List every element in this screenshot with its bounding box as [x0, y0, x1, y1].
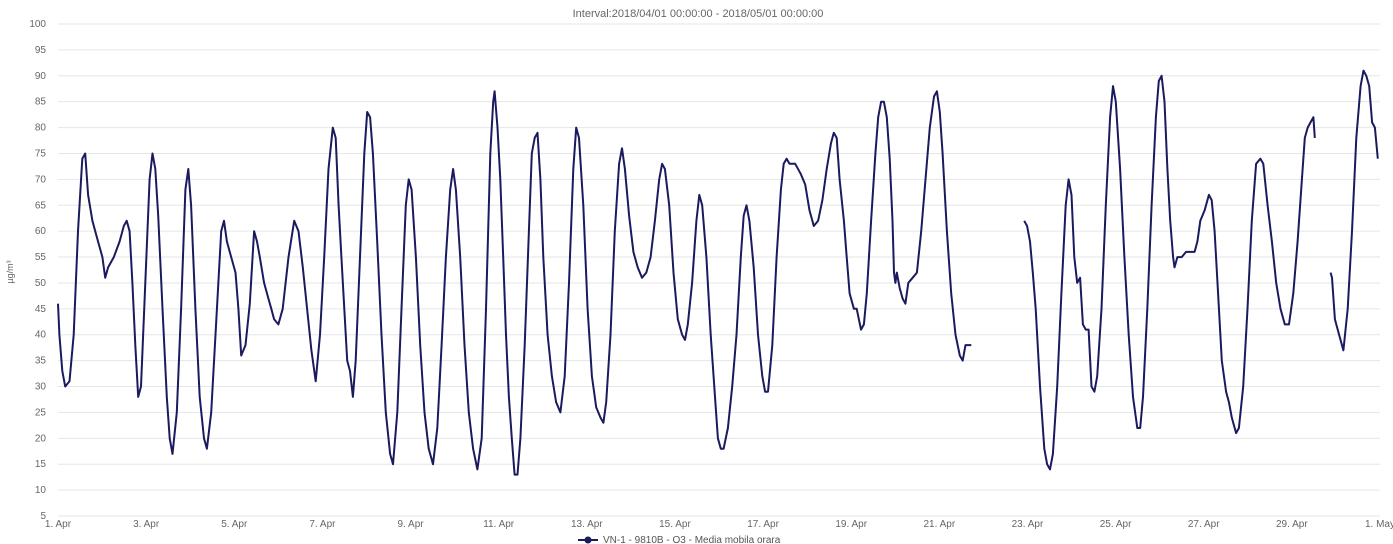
x-tick-label: 27. Apr: [1188, 519, 1220, 530]
y-tick-label: 40: [35, 330, 47, 341]
x-tick-label: 1. Apr: [45, 519, 72, 530]
y-tick-label: 60: [35, 226, 47, 237]
y-tick-label: 20: [35, 433, 47, 444]
y-tick-label: 70: [35, 174, 47, 185]
legend-marker-icon: [584, 536, 592, 544]
legend[interactable]: VN-1 - 9810B - O3 - Media mobila orara: [578, 535, 781, 544]
y-tick-label: 100: [29, 19, 46, 30]
x-tick-label: 17. Apr: [747, 519, 779, 530]
y-tick-label: 50: [35, 278, 47, 289]
x-tick-label: 23. Apr: [1012, 519, 1044, 530]
y-tick-label: 5: [40, 511, 46, 522]
series-line[interactable]: [1329, 69, 1379, 352]
y-axis-label: µg/m³: [5, 260, 15, 283]
x-tick-label: 19. Apr: [835, 519, 867, 530]
x-tick-label: 11. Apr: [483, 519, 515, 530]
x-axis-ticks: 1. Apr 3. Apr 5. Apr 7. Apr 9. Apr 11. Apr 13.…: [45, 519, 1393, 530]
y-tick-label: 95: [35, 45, 47, 56]
y-axis-ticks: 5 10 15 20 25 30 35 40 45 50 55 60 65 70 75 80 85 90 95 100: [29, 19, 46, 522]
x-tick-label: 21. Apr: [923, 519, 955, 530]
series-group: [57, 69, 1379, 476]
y-tick-label: 55: [35, 252, 47, 263]
chart-title: Interval:2018/04/01 00:00:00 - 2018/05/0…: [573, 8, 824, 20]
y-tick-label: 35: [35, 356, 47, 367]
x-tick-label: 7. Apr: [309, 519, 336, 530]
grid-lines: [58, 23, 1380, 517]
y-tick-label: 65: [35, 200, 47, 211]
x-tick-label: 5. Apr: [221, 519, 248, 530]
x-tick-label: 9. Apr: [397, 519, 424, 530]
x-tick-label: 1. May: [1365, 519, 1393, 530]
y-tick-label: 15: [35, 459, 47, 470]
y-tick-label: 10: [35, 485, 47, 496]
legend-label: VN-1 - 9810B - O3 - Media mobila orara: [603, 535, 781, 544]
y-tick-label: 75: [35, 148, 47, 159]
x-tick-label: 29. Apr: [1276, 519, 1308, 530]
y-tick-label: 25: [35, 407, 47, 418]
series-line[interactable]: [1023, 74, 1316, 471]
y-tick-label: 85: [35, 97, 47, 108]
y-tick-label: 30: [35, 382, 47, 393]
y-tick-label: 80: [35, 123, 47, 134]
x-tick-label: 15. Apr: [659, 519, 691, 530]
x-tick-label: 13. Apr: [571, 519, 603, 530]
y-tick-label: 45: [35, 304, 47, 315]
x-tick-label: 3. Apr: [133, 519, 160, 530]
x-tick-label: 25. Apr: [1100, 519, 1132, 530]
y-tick-label: 90: [35, 71, 47, 82]
series-line[interactable]: [57, 90, 972, 476]
